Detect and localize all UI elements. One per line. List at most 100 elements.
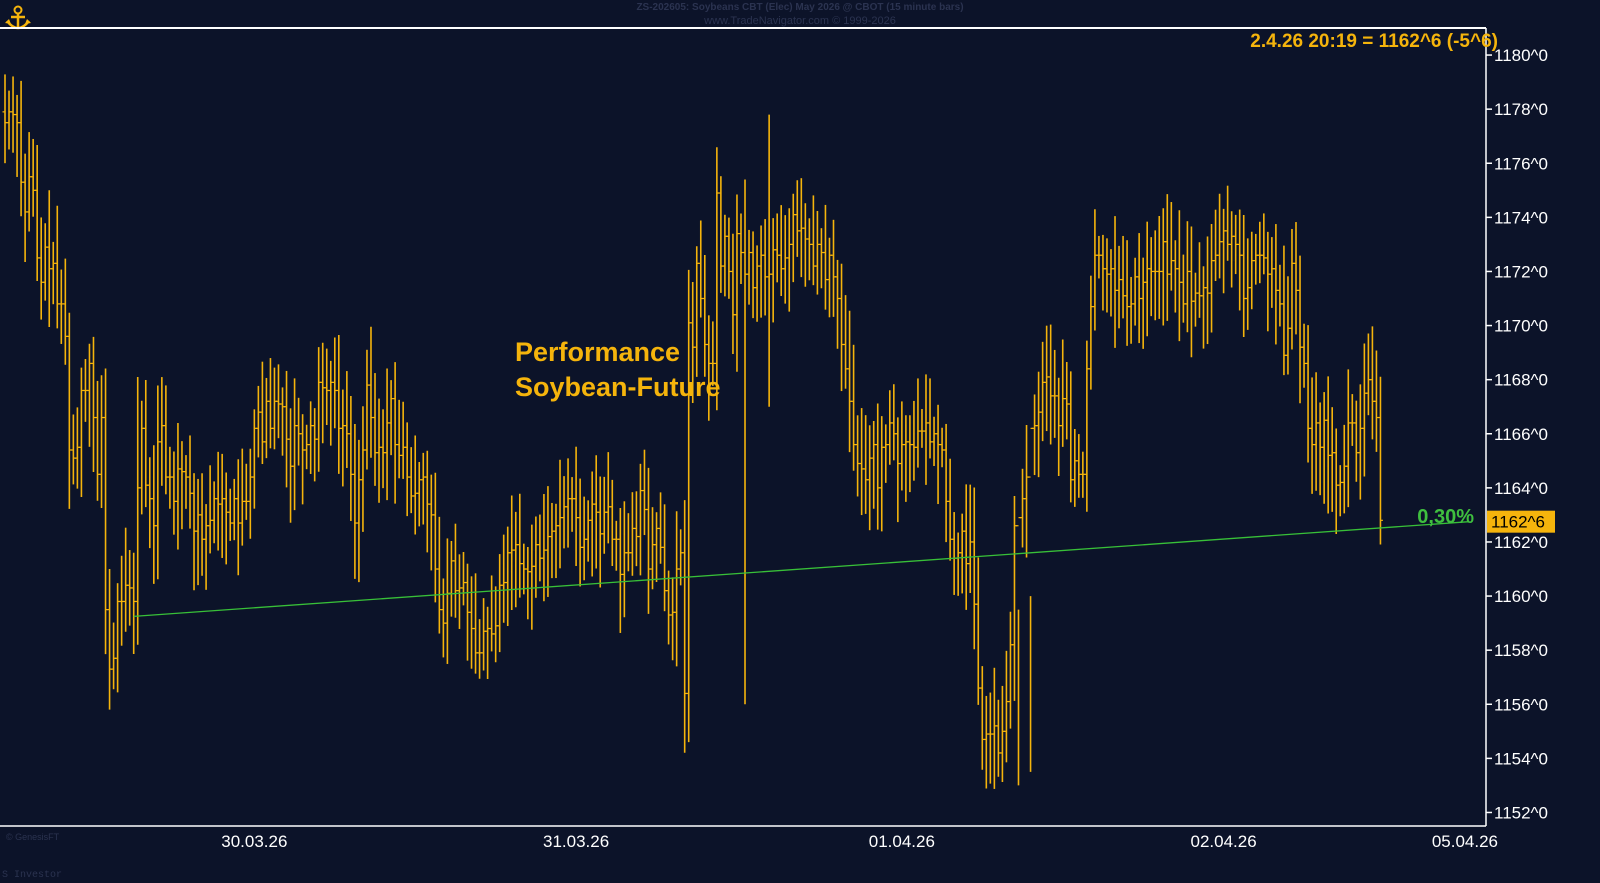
- ohlc-bar: [1373, 350, 1379, 452]
- ohlc-bar: [525, 546, 531, 620]
- ohlc-bar: [1148, 237, 1154, 317]
- footer-label: S Investor: [2, 870, 63, 881]
- ohlc-bar: [782, 215, 788, 304]
- ohlc-bar: [597, 476, 603, 588]
- ohlc-bar: [666, 570, 672, 645]
- ohlc-bar: [806, 218, 812, 281]
- ohlc-bar: [674, 511, 680, 667]
- ohlc-bar: [1196, 242, 1202, 318]
- ohlc-bar: [923, 374, 929, 485]
- ohlc-bar: [1345, 369, 1351, 508]
- ohlc-bar: [1124, 240, 1130, 346]
- ohlc-bar: [1269, 237, 1275, 308]
- plot-frame: [0, 27, 1487, 827]
- ohlc-bar: [284, 370, 290, 488]
- ohlc-bar: [444, 538, 450, 664]
- ohlc-bar: [477, 619, 483, 679]
- ohlc-bar: [280, 387, 286, 456]
- ohlc-bar: [895, 417, 901, 523]
- ohlc-bar: [1261, 213, 1267, 275]
- ohlc-bar: [758, 225, 764, 318]
- ohlc-bar: [1213, 209, 1219, 281]
- ohlc-bar: [1357, 384, 1363, 500]
- chart-header-title: ZS-202605: Soybeans CBT (Elec) May 2026 …: [636, 2, 964, 13]
- y-tick-label: 1168^0: [1494, 371, 1548, 390]
- ohlc-bar: [1156, 216, 1162, 319]
- y-axis: 1152^0 1154^0 1156^0 1158^0 1160^0 1162^0 1164…: [1486, 46, 1548, 822]
- ohlc-bar: [485, 606, 491, 679]
- ohlc-bar: [955, 532, 961, 596]
- ohlc-bar: [372, 373, 378, 486]
- ohlc-bar: [605, 452, 611, 544]
- ohlc-bar: [26, 132, 32, 232]
- ohlc-bar: [1297, 255, 1303, 404]
- ohlc-bar: [1217, 193, 1223, 279]
- ohlc-bar: [971, 487, 977, 650]
- ohlc-bar: [1180, 254, 1186, 323]
- ohlc-bar: [223, 472, 229, 565]
- ohlc-bar: [730, 233, 736, 355]
- ohlc-bar: [436, 516, 442, 634]
- ohlc-bar: [513, 511, 519, 608]
- ohlc-bar: [86, 343, 92, 447]
- ohlc-bar: [790, 193, 796, 283]
- ohlc-bar: [629, 492, 635, 576]
- ohlc-bar: [90, 336, 96, 473]
- ohlc-bar: [750, 231, 756, 319]
- ohlc-bar: [569, 477, 575, 532]
- ohlc-bar: [199, 473, 205, 576]
- ohlc-bar: [1168, 202, 1174, 291]
- ohlc-bar: [14, 94, 20, 177]
- ohlc-bar: [662, 504, 668, 612]
- ohlc-bar: [891, 384, 897, 461]
- ohlc-bar: [911, 400, 917, 481]
- ohlc-bar: [1200, 266, 1206, 349]
- ohlc-bar: [754, 245, 760, 322]
- y-tick-label: 1154^0: [1494, 749, 1548, 768]
- ohlc-bar: [843, 295, 849, 389]
- ohlc-bar: [304, 424, 310, 470]
- ohlc-bar: [1265, 231, 1271, 332]
- ohlc-bar: [557, 459, 563, 569]
- ohlc-bar: [151, 445, 157, 584]
- ohlc-bar: [1007, 611, 1013, 729]
- ohlc-bar: [259, 361, 265, 465]
- ohlc-bar: [143, 379, 149, 508]
- ohlc-bar: [658, 492, 664, 564]
- ohlc-bar: [943, 423, 949, 543]
- ohlc-bar: [778, 205, 784, 297]
- ohlc-bar: [694, 246, 700, 377]
- ohlc-bar: [99, 375, 105, 508]
- ohlc-bar: [308, 401, 314, 474]
- ohlc-bar: [147, 457, 153, 549]
- ohlc-bar: [348, 395, 354, 521]
- ohlc-bar: [440, 578, 446, 658]
- ohlc-bar: [481, 598, 487, 671]
- ohlc-bar: [1377, 376, 1383, 545]
- ohlc-bar: [863, 415, 869, 514]
- trendline-group: [133, 521, 1469, 618]
- ohlc-bar: [935, 404, 941, 505]
- ohlc-bar: [919, 409, 925, 448]
- ohlc-bar: [6, 90, 12, 150]
- ohlc-bar: [1100, 234, 1106, 311]
- ohlc-bar: [18, 80, 24, 217]
- ohlc-bar: [1116, 245, 1122, 329]
- ohlc-bar: [159, 377, 165, 486]
- ohlc-bar: [1136, 233, 1142, 344]
- ohlc-bar: [533, 516, 539, 598]
- ohlc-bar: [332, 337, 338, 429]
- ohlc-bar: [1176, 210, 1182, 342]
- x-tick-label: 31.03.26: [543, 832, 609, 851]
- ohlc-bar: [1209, 224, 1215, 333]
- ohlc-bar: [123, 527, 129, 632]
- ohlc-bar: [947, 458, 953, 561]
- ohlc-bar: [195, 478, 201, 586]
- ohlc-bar: [1072, 428, 1078, 507]
- ohlc-bar: [135, 376, 141, 645]
- ohlc-bar: [239, 448, 245, 546]
- ohlc-bar: [762, 219, 768, 316]
- ohlc-bar: [641, 449, 647, 536]
- y-tick-label: 1172^0: [1494, 262, 1548, 281]
- ohlc-bar: [999, 685, 1005, 782]
